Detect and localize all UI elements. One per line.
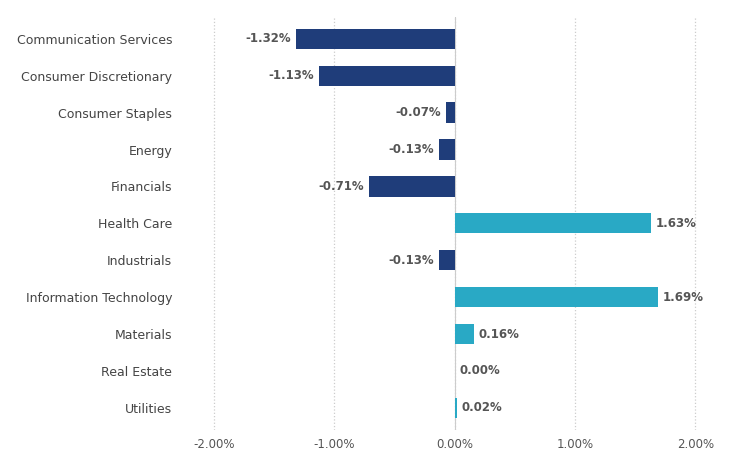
Bar <box>455 324 473 344</box>
Bar <box>455 398 457 418</box>
Bar <box>369 176 455 197</box>
Text: -1.13%: -1.13% <box>268 69 313 82</box>
Text: -0.13%: -0.13% <box>388 143 434 156</box>
Bar <box>319 66 455 86</box>
Text: -0.71%: -0.71% <box>319 180 364 193</box>
Text: -1.32%: -1.32% <box>245 32 291 45</box>
Text: 1.63%: 1.63% <box>655 217 696 230</box>
Bar <box>295 29 455 49</box>
Text: -0.07%: -0.07% <box>396 106 441 119</box>
Text: 0.16%: 0.16% <box>479 328 519 341</box>
Text: 0.02%: 0.02% <box>462 402 503 414</box>
Text: -0.13%: -0.13% <box>388 254 434 267</box>
Bar <box>439 250 455 271</box>
Text: 0.00%: 0.00% <box>459 365 500 378</box>
Text: 1.69%: 1.69% <box>663 291 704 304</box>
Bar <box>439 139 455 160</box>
Bar <box>455 287 658 307</box>
Bar <box>455 213 651 234</box>
Bar <box>446 102 455 123</box>
